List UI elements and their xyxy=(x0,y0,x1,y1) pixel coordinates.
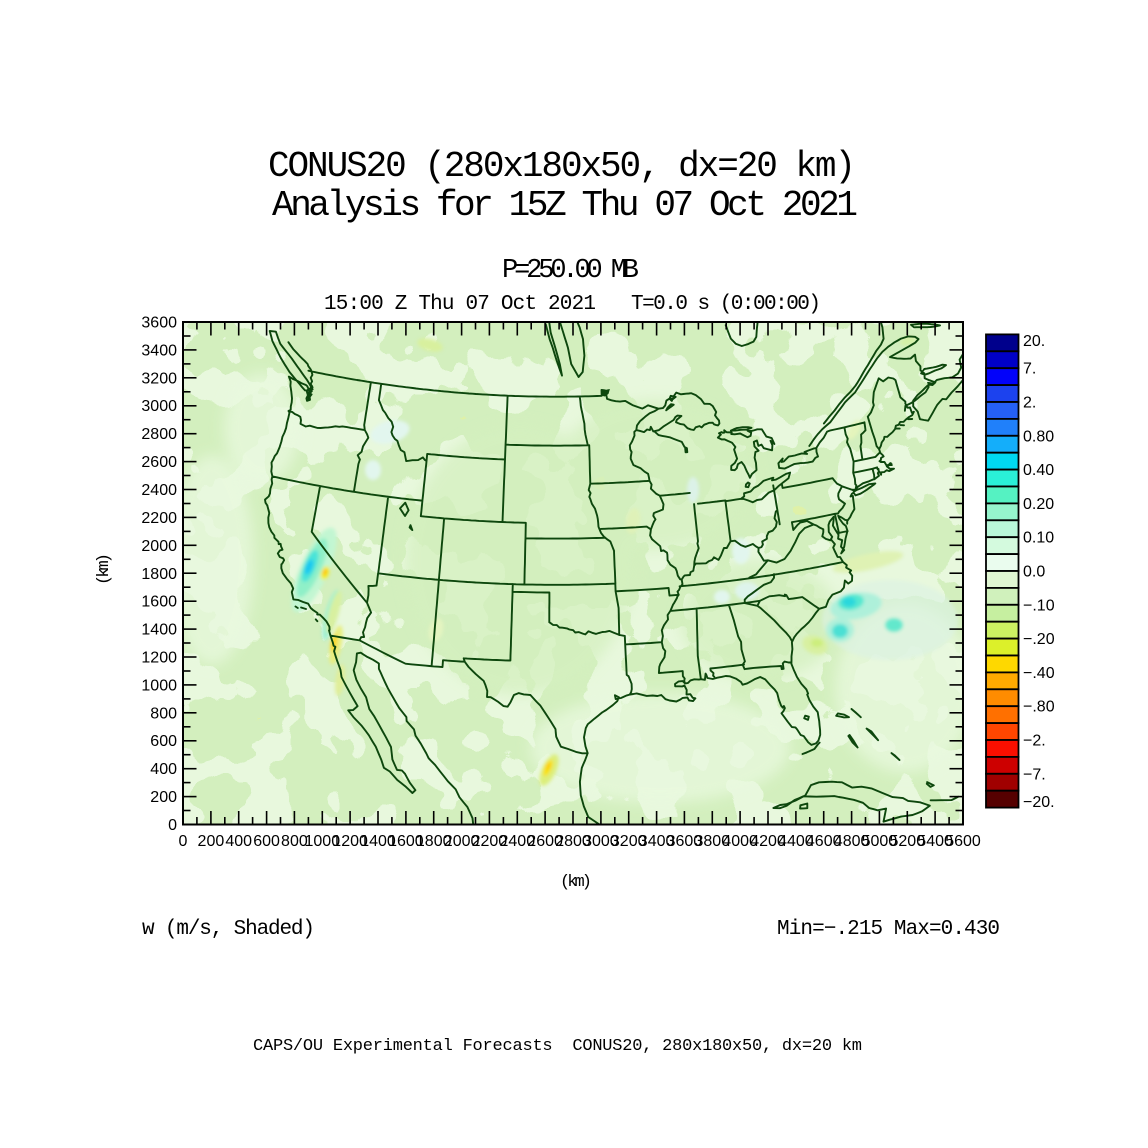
svg-text:5600: 5600 xyxy=(945,833,981,850)
svg-text:600: 600 xyxy=(150,733,177,750)
svg-text:−.40: −.40 xyxy=(1023,665,1055,682)
svg-text:4400: 4400 xyxy=(778,833,814,850)
svg-text:2000: 2000 xyxy=(444,833,480,850)
svg-text:1600: 1600 xyxy=(141,594,177,611)
svg-text:0.80: 0.80 xyxy=(1023,428,1054,445)
svg-text:2400: 2400 xyxy=(500,833,536,850)
svg-text:4200: 4200 xyxy=(750,833,786,850)
svg-text:1800: 1800 xyxy=(416,833,452,850)
svg-text:w (m/s, Shaded): w (m/s, Shaded) xyxy=(142,918,315,941)
svg-text:(km): (km) xyxy=(560,873,592,892)
svg-text:3000: 3000 xyxy=(141,398,177,415)
svg-text:800: 800 xyxy=(281,833,308,850)
svg-text:0.10: 0.10 xyxy=(1023,530,1054,547)
svg-text:2400: 2400 xyxy=(141,482,177,499)
svg-text:2000: 2000 xyxy=(141,538,177,555)
svg-text:2600: 2600 xyxy=(141,454,177,471)
svg-text:1400: 1400 xyxy=(360,833,396,850)
svg-text:3200: 3200 xyxy=(141,370,177,387)
svg-text:−.20: −.20 xyxy=(1023,631,1055,648)
svg-text:15:00 Z Thu 07 Oct 2021: 15:00 Z Thu 07 Oct 2021 xyxy=(324,293,596,316)
svg-text:(km): (km) xyxy=(95,553,114,585)
svg-text:−2.: −2. xyxy=(1023,733,1046,750)
svg-text:1600: 1600 xyxy=(388,833,424,850)
svg-text:−7.: −7. xyxy=(1023,766,1046,783)
svg-text:P=250.00 MB: P=250.00 MB xyxy=(502,256,639,286)
svg-text:3600: 3600 xyxy=(667,833,703,850)
svg-text:−20.: −20. xyxy=(1023,794,1055,811)
svg-text:600: 600 xyxy=(253,833,280,850)
svg-text:Min=−.215 Max=0.430: Min=−.215 Max=0.430 xyxy=(777,918,1000,941)
svg-text:Analysis for 15Z Thu 07 Oct 20: Analysis for 15Z Thu 07 Oct 2021 xyxy=(272,185,858,226)
svg-text:200: 200 xyxy=(198,833,225,850)
svg-text:800: 800 xyxy=(150,705,177,722)
svg-text:5400: 5400 xyxy=(917,833,953,850)
svg-text:0.20: 0.20 xyxy=(1023,496,1054,513)
svg-text:0.40: 0.40 xyxy=(1023,462,1054,479)
svg-text:1000: 1000 xyxy=(141,677,177,694)
svg-text:5200: 5200 xyxy=(890,833,926,850)
svg-text:CONUS20 (280x180x50, dx=20 km): CONUS20 (280x180x50, dx=20 km) xyxy=(268,146,856,187)
svg-text:0.0: 0.0 xyxy=(1023,564,1045,581)
svg-text:2.: 2. xyxy=(1023,395,1036,412)
svg-text:2800: 2800 xyxy=(141,426,177,443)
svg-text:3000: 3000 xyxy=(583,833,619,850)
svg-text:5000: 5000 xyxy=(862,833,898,850)
svg-text:2200: 2200 xyxy=(141,510,177,527)
svg-text:1200: 1200 xyxy=(332,833,368,850)
svg-text:3800: 3800 xyxy=(695,833,731,850)
svg-text:1000: 1000 xyxy=(305,833,341,850)
svg-text:0: 0 xyxy=(168,817,177,834)
svg-text:1400: 1400 xyxy=(141,622,177,639)
svg-text:2600: 2600 xyxy=(527,833,563,850)
svg-text:0: 0 xyxy=(179,833,188,850)
svg-text:4000: 4000 xyxy=(722,833,758,850)
svg-text:200: 200 xyxy=(150,789,177,806)
svg-text:400: 400 xyxy=(225,833,252,850)
svg-text:1800: 1800 xyxy=(141,566,177,583)
svg-text:7.: 7. xyxy=(1023,361,1036,378)
svg-text:2800: 2800 xyxy=(555,833,591,850)
svg-text:3200: 3200 xyxy=(611,833,647,850)
svg-text:3400: 3400 xyxy=(141,342,177,359)
svg-text:400: 400 xyxy=(150,761,177,778)
svg-text:T=0.0 s (0:00:00): T=0.0 s (0:00:00) xyxy=(631,293,821,316)
svg-text:−.10: −.10 xyxy=(1023,597,1055,614)
svg-text:4600: 4600 xyxy=(806,833,842,850)
svg-text:3600: 3600 xyxy=(141,315,177,332)
svg-text:−.80: −.80 xyxy=(1023,699,1055,716)
svg-text:2200: 2200 xyxy=(472,833,508,850)
svg-text:4800: 4800 xyxy=(834,833,870,850)
svg-text:1200: 1200 xyxy=(141,650,177,667)
svg-text:3400: 3400 xyxy=(639,833,675,850)
svg-text:20.: 20. xyxy=(1023,333,1045,350)
svg-text:CAPS/OU Experimental Forecasts: CAPS/OU Experimental Forecasts CONUS20, … xyxy=(253,1037,862,1056)
